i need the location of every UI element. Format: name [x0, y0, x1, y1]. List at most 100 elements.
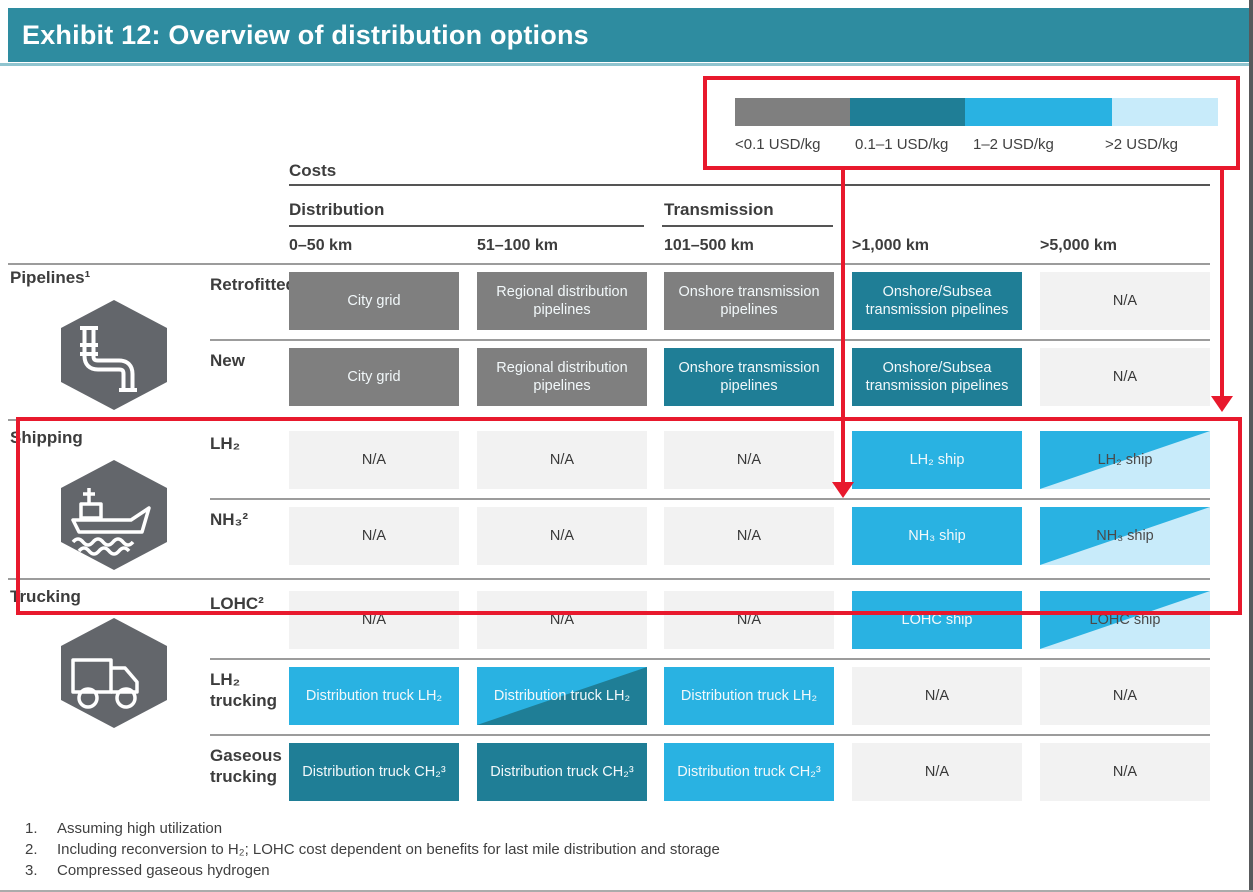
page-title: Exhibit 12: Overview of distribution opt…	[22, 19, 589, 50]
cell-label: N/A	[549, 452, 575, 468]
cell-label: N/A	[736, 528, 762, 544]
footnote-number: 1.	[25, 820, 38, 837]
table-cell: N/A	[1040, 348, 1210, 406]
col-header-0-50km: 0–50 km	[289, 237, 353, 254]
row-option-label: Retrofitted	[210, 275, 296, 294]
distribution-underline	[289, 225, 644, 227]
cell-label: N/A	[924, 764, 950, 780]
row-option-label: New	[210, 351, 245, 370]
group-label-shipping: Shipping	[10, 428, 83, 447]
table-cell: N/A	[664, 431, 834, 489]
pipeline-icon	[61, 300, 167, 410]
transmission-underline	[662, 225, 833, 227]
cell-label: Distribution truck LH₂	[493, 688, 631, 704]
cell-label: Distribution truck LH₂	[680, 688, 818, 704]
section-divider	[8, 263, 1210, 265]
legend-swatch	[850, 98, 965, 126]
cell-label: N/A	[1112, 369, 1138, 385]
truck-icon	[61, 618, 167, 728]
row-option-label: Gaseous trucking	[210, 746, 282, 786]
table-cell: City grid	[289, 348, 459, 406]
col-header-51-100km: 51–100 km	[477, 237, 558, 254]
legend-label: 1–2 USD/kg	[973, 136, 1054, 153]
section-divider	[8, 419, 1210, 421]
cell-label: N/A	[736, 452, 762, 468]
table-cell: City grid	[289, 272, 459, 330]
table-cell: NH₃ ship	[852, 507, 1022, 565]
table-cell: N/A	[1040, 743, 1210, 801]
row-divider	[210, 734, 1210, 736]
row-option-label: LOHC²	[210, 594, 264, 613]
footnote-number: 3.	[25, 862, 38, 879]
title-underline	[0, 63, 1253, 66]
costs-rule	[289, 184, 1210, 186]
table-cell: Onshore/Subsea transmission pipelines	[852, 272, 1022, 330]
cell-label: N/A	[549, 528, 575, 544]
table-cell: LOHC ship	[1040, 591, 1210, 649]
footnote-text: Compressed gaseous hydrogen	[57, 862, 270, 879]
table-cell: Regional distribution pipelines	[477, 272, 647, 330]
col-header-1000km: >1,000 km	[852, 237, 929, 254]
table-cell: Onshore/Subsea transmission pipelines	[852, 348, 1022, 406]
legend-arrow-right-head	[1211, 396, 1233, 412]
table-cell: N/A	[289, 507, 459, 565]
table-cell: N/A	[852, 667, 1022, 725]
cell-label: Regional distribution pipelines	[496, 284, 628, 318]
table-cell: Onshore transmission pipelines	[664, 272, 834, 330]
page-edge-right	[1249, 0, 1253, 892]
cell-label: LOHC ship	[901, 612, 973, 628]
col-header-101-500km: 101–500 km	[664, 237, 754, 254]
legend-label: >2 USD/kg	[1105, 136, 1178, 153]
cell-label: N/A	[549, 612, 575, 628]
legend-swatch	[965, 98, 1112, 126]
table-cell: N/A	[852, 743, 1022, 801]
table-cell: Distribution truck LH₂	[477, 667, 647, 725]
footnote-text: Including reconversion to H₂; LOHC cost …	[57, 841, 720, 858]
table-cell: N/A	[477, 591, 647, 649]
cell-label: N/A	[924, 688, 950, 704]
cell-label: Distribution truck CH₂³	[490, 764, 634, 780]
page-edge-bottom	[0, 890, 1253, 892]
footnote-number: 2.	[25, 841, 38, 858]
cell-label: City grid	[347, 369, 401, 385]
table-cell: Distribution truck LH₂	[664, 667, 834, 725]
cell-label: Distribution truck CH₂³	[302, 764, 446, 780]
table-cell: Distribution truck CH₂³	[664, 743, 834, 801]
footnote-text: Assuming high utilization	[57, 820, 223, 837]
cell-label: N/A	[736, 612, 762, 628]
row-option-label: LH₂ trucking	[210, 670, 278, 710]
legend-label: 0.1–1 USD/kg	[855, 136, 949, 153]
legend-arrow-right-line	[1220, 170, 1224, 398]
group-label-trucking: Trucking	[10, 587, 81, 606]
table-cell: Onshore transmission pipelines	[664, 348, 834, 406]
cost-legend: <0.1 USD/kg 0.1–1 USD/kg 1–2 USD/kg >2 USD/…	[703, 76, 1240, 170]
cell-label: N/A	[1112, 764, 1138, 780]
row-divider	[210, 498, 1210, 500]
table-cell: N/A	[1040, 272, 1210, 330]
transmission-header: Transmission	[664, 200, 774, 219]
table-cell: N/A	[664, 591, 834, 649]
cell-label: Onshore transmission pipelines	[678, 360, 820, 394]
cell-label: Distribution truck CH₂³	[677, 764, 821, 780]
cell-label: NH₃ ship	[1096, 528, 1154, 544]
legend-swatch	[1112, 98, 1218, 126]
table-cell: N/A	[289, 431, 459, 489]
row-divider	[210, 658, 1210, 660]
table-cell: N/A	[477, 507, 647, 565]
cell-label: LH₂ ship	[909, 452, 965, 468]
row-option-label: LH₂	[210, 434, 241, 453]
costs-header: Costs	[289, 161, 337, 180]
distribution-header: Distribution	[289, 200, 385, 219]
row-option-label: NH₃²	[210, 510, 249, 529]
cell-label: Regional distribution pipelines	[496, 360, 628, 394]
row-divider	[210, 339, 1210, 341]
table-cell: N/A	[477, 431, 647, 489]
cell-label: City grid	[347, 293, 401, 309]
cell-label: LOHC ship	[1089, 612, 1161, 628]
cell-label: N/A	[361, 528, 387, 544]
table-cell: N/A	[1040, 667, 1210, 725]
table-cell: Distribution truck LH₂	[289, 667, 459, 725]
cell-label: LH₂ ship	[1097, 452, 1153, 468]
cell-label: Onshore/Subsea transmission pipelines	[865, 360, 1009, 394]
